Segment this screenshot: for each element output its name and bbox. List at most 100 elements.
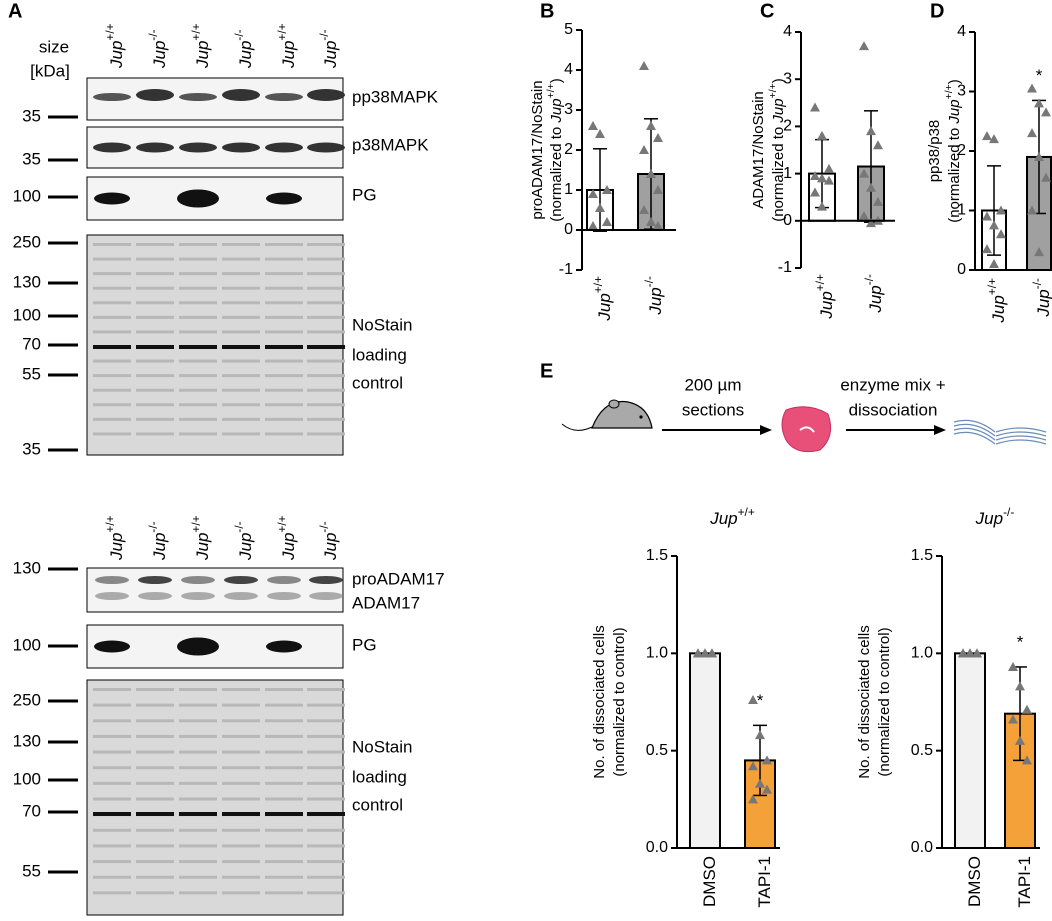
- data-point: [1015, 735, 1025, 745]
- y-tick-label: 2: [564, 141, 573, 158]
- y-tick-label: 3: [957, 83, 966, 100]
- band: [307, 844, 345, 848]
- band: [136, 403, 174, 407]
- y-tick-label: 0: [564, 221, 573, 238]
- band: [265, 374, 303, 378]
- text-part: (normalized to control): [611, 627, 628, 776]
- band: [136, 272, 174, 276]
- band: [136, 388, 174, 392]
- arrow-head: [760, 425, 772, 435]
- data-point: [965, 648, 975, 658]
- data-point: [824, 175, 834, 185]
- marker-label: 55: [22, 364, 41, 383]
- band: [179, 330, 217, 334]
- text-part: +/+: [103, 23, 117, 40]
- data-point: [866, 126, 876, 136]
- text-part: Jup: [1034, 289, 1052, 317]
- band: [265, 719, 303, 723]
- text-part: DMSO: [700, 856, 719, 907]
- text-part: -/-: [146, 521, 160, 532]
- y-tick-label: 1.5: [646, 547, 668, 564]
- band: [222, 286, 260, 290]
- band: [307, 243, 345, 246]
- text-part: (normalized to: [548, 123, 565, 222]
- data-point: [646, 217, 656, 226]
- data-point: [1022, 704, 1032, 714]
- band: [93, 766, 131, 770]
- bands: [93, 142, 345, 153]
- band: [179, 315, 217, 319]
- band-label: control: [352, 795, 403, 814]
- band: [93, 860, 131, 864]
- band: [307, 781, 345, 785]
- y-axis-label: (normalized to control): [876, 627, 893, 776]
- chart-title: Jup-/-: [975, 505, 1015, 528]
- band: [93, 286, 131, 290]
- lane-label: Jup+/+: [103, 515, 126, 561]
- annotation: *: [1017, 632, 1024, 651]
- band: [267, 576, 301, 584]
- y-tick-label: 4: [564, 61, 573, 78]
- panel-label: C: [760, 0, 774, 22]
- band: [307, 403, 345, 407]
- y-tick-label: 0.0: [911, 839, 933, 856]
- band: [222, 417, 260, 421]
- marker-label: 130: [13, 731, 41, 750]
- x-tick-label: Jup-/-: [642, 276, 665, 316]
- band: [222, 860, 260, 864]
- data-point: [1008, 661, 1018, 671]
- data-point: [982, 211, 992, 221]
- data-point: [810, 170, 820, 180]
- band: [265, 142, 303, 153]
- band: [93, 301, 131, 305]
- marker-label: 70: [22, 334, 41, 353]
- y-axis-label: (normalized to Jup+/+): [767, 78, 787, 222]
- data-point: [1034, 151, 1044, 161]
- band: [179, 812, 217, 816]
- data-point: [989, 134, 999, 144]
- data-point: [873, 140, 883, 150]
- y-tick-label: 1.0: [911, 645, 933, 662]
- text-part: Jup: [817, 291, 836, 319]
- band: [265, 345, 303, 349]
- text-part: Jup: [150, 41, 169, 69]
- band-label: ADAM17: [352, 593, 420, 612]
- band: [265, 766, 303, 770]
- band: [94, 192, 130, 205]
- band: [179, 875, 217, 879]
- text-part: ): [548, 78, 565, 83]
- data-point: [982, 131, 992, 141]
- y-axis-label: No. of dissociated cells: [591, 625, 608, 778]
- text-part: +/+: [767, 83, 779, 98]
- text-part: Jup: [279, 533, 298, 561]
- band: [93, 243, 131, 246]
- mouse-tail: [561, 423, 593, 431]
- band: [93, 812, 131, 816]
- text-part: Jup: [236, 533, 255, 561]
- text-part: -/-: [1003, 505, 1014, 519]
- text-part: +/+: [275, 23, 289, 40]
- data-point: [817, 201, 827, 211]
- band: [307, 797, 345, 801]
- band: [136, 89, 174, 101]
- band: [307, 766, 345, 770]
- band: [95, 592, 129, 600]
- data-point: [646, 121, 656, 130]
- band: [181, 592, 215, 600]
- band: [93, 417, 131, 421]
- band: [179, 766, 217, 770]
- text-part: Jup: [989, 295, 1008, 323]
- lane-label: Jup-/-: [317, 521, 340, 561]
- data-point: [989, 259, 999, 269]
- band: [136, 719, 174, 723]
- band: [136, 844, 174, 848]
- band: [136, 703, 174, 707]
- lane-label: Jup-/-: [232, 29, 255, 69]
- band: [179, 797, 217, 801]
- step-text: enzyme mix +: [840, 375, 945, 394]
- x-tick-label: Jup+/+: [813, 274, 836, 320]
- data-point: [639, 61, 649, 70]
- lane-label: Jup-/-: [146, 521, 169, 561]
- bands: [95, 576, 343, 600]
- band: [265, 286, 303, 290]
